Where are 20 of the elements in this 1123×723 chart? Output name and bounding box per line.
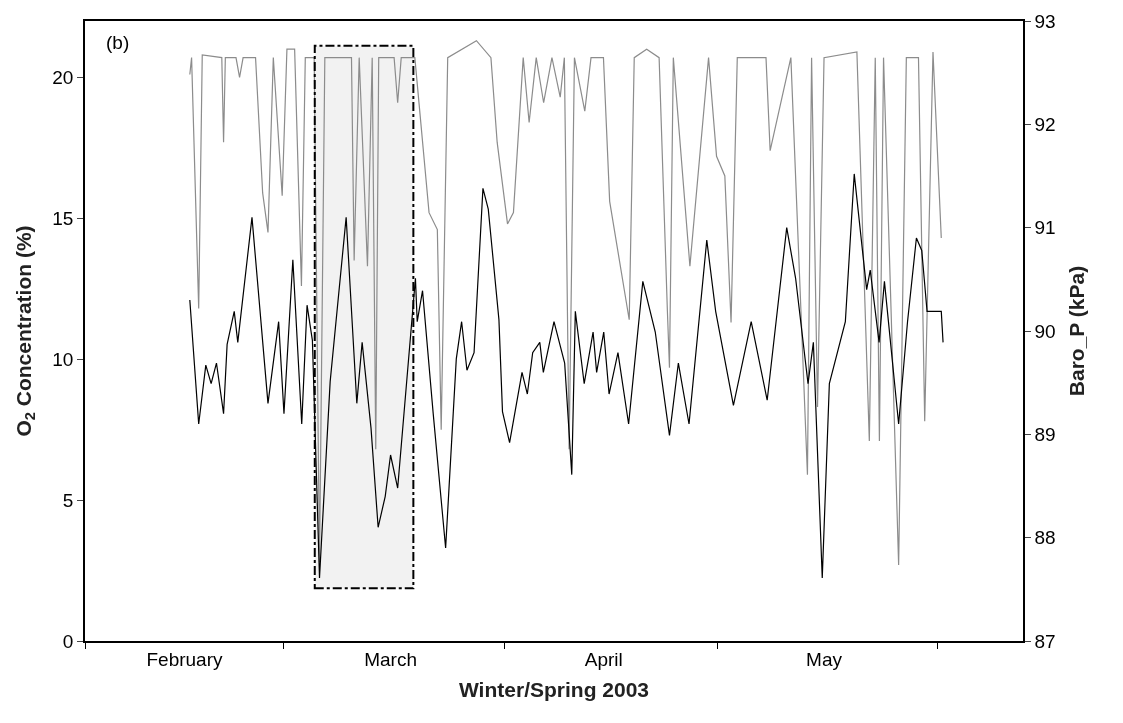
x-tick-label: February — [146, 648, 223, 670]
y-tick-label: 15 — [52, 207, 74, 229]
x-tick-label: May — [806, 648, 843, 670]
x-axis-title: Winter/Spring 2003 — [458, 678, 650, 702]
annotation: (b) — [106, 32, 130, 53]
y-tick-label: 5 — [62, 489, 74, 511]
y2-tick-label: 93 — [1034, 10, 1056, 32]
y2-tick-label: 89 — [1034, 423, 1056, 445]
y2-axis-title: Baro_P (kPa) — [1065, 265, 1089, 397]
y-tick-label: 10 — [52, 348, 74, 370]
y2-tick-label: 88 — [1034, 527, 1056, 549]
y2-tick-label: 87 — [1034, 630, 1056, 652]
x-tick-label: March — [364, 648, 417, 670]
line-series — [189, 40, 942, 566]
x-tick-label: April — [584, 648, 623, 670]
y2-tick-label: 92 — [1034, 113, 1056, 135]
y2-tick-label: 91 — [1034, 217, 1056, 239]
y-tick-label: 20 — [52, 67, 74, 89]
y2-tick-label: 90 — [1034, 320, 1056, 342]
y-tick-label: 0 — [62, 630, 74, 652]
